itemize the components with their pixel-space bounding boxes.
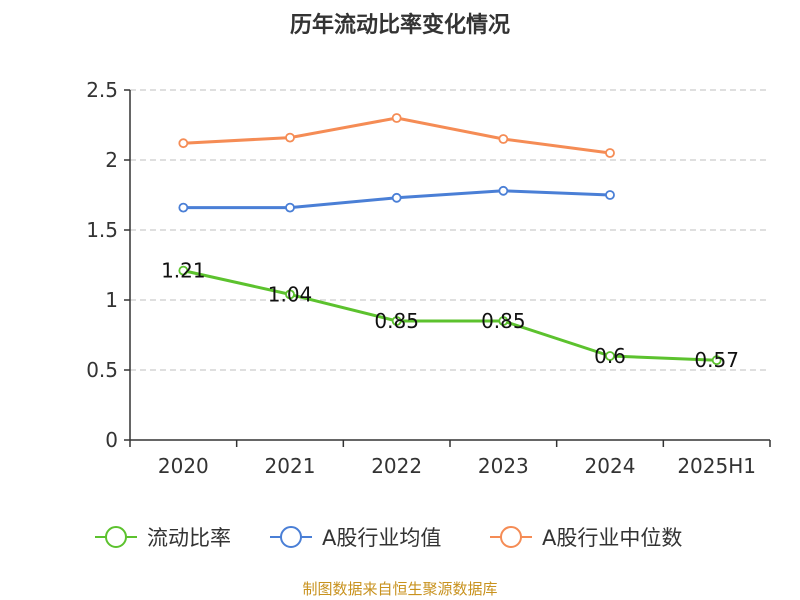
data-point: [498, 134, 509, 144]
data-point: [391, 192, 402, 203]
data-point: [605, 190, 615, 200]
legend: 流动比率 A股行业均值 A股行业中位数: [95, 526, 682, 550]
x-tick-label: 2024: [585, 454, 636, 478]
y-tick-label: 0.5: [86, 358, 118, 382]
legend-label: A股行业中位数: [542, 526, 682, 550]
data-point: [178, 138, 189, 149]
data-point: [498, 316, 509, 326]
legend-marker: [500, 526, 522, 548]
y-tick-label: 2.5: [86, 78, 118, 102]
legend-marker: [280, 526, 302, 548]
grid-lines: [130, 89, 770, 371]
data-point: [498, 185, 509, 196]
x-tick-label: 2025H1: [677, 454, 756, 478]
data-point: [285, 202, 295, 213]
x-tick-label: 2021: [265, 454, 316, 478]
data-point: [605, 351, 615, 361]
chart-title: 历年流动比率变化情况: [290, 12, 510, 38]
axes: 0 0.5 1 1.5 2 2.5 2020 2021 2022 2023 2024 2025H1: [86, 78, 771, 478]
data-point: [711, 355, 722, 366]
series-group: [178, 113, 722, 366]
y-tick-label: 2: [105, 148, 118, 172]
data-labels: 1.21 1.04 0.85 0.85 0.6 0.57: [161, 259, 739, 373]
data-label: 0.6: [594, 344, 626, 368]
data-point: [605, 148, 615, 158]
data-point: [178, 265, 189, 276]
data-point: [391, 113, 402, 123]
x-tick-label: 2022: [371, 454, 422, 478]
data-point: [178, 202, 189, 213]
source-note: 制图数据来自恒生聚源数据库: [302, 580, 497, 598]
data-point: [285, 289, 295, 300]
y-tick-label: 1.5: [86, 218, 118, 242]
series-line-2: [183, 116, 611, 155]
data-label: 0.85: [374, 309, 419, 333]
data-point: [391, 316, 402, 326]
data-label: 1.21: [161, 259, 206, 283]
legend-label: 流动比率: [147, 526, 231, 550]
y-tick-label: 0: [105, 428, 118, 452]
series-line-0: [183, 269, 717, 362]
data-label: 0.85: [481, 309, 526, 333]
y-tick-label: 1: [105, 288, 118, 312]
data-label: 0.57: [694, 348, 739, 372]
data-label: 1.04: [268, 282, 313, 306]
x-tick-label: 2023: [478, 454, 529, 478]
data-point: [285, 132, 295, 143]
legend-marker: [105, 526, 127, 548]
x-tick-label: 2020: [158, 454, 209, 478]
legend-label: A股行业均值: [322, 526, 441, 550]
